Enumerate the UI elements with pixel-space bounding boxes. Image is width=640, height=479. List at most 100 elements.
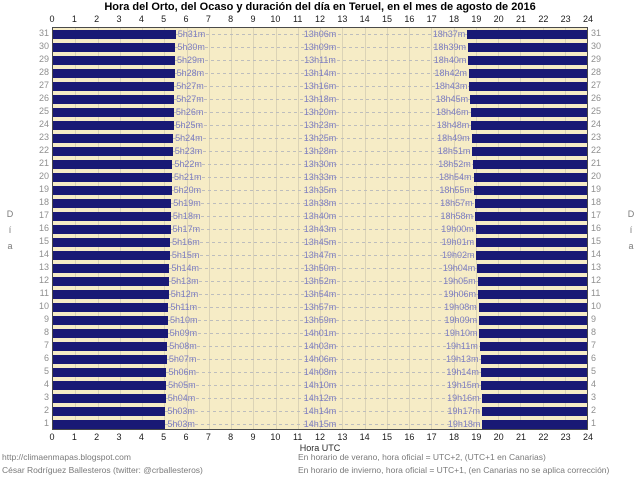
- day-row: 5h13m 13h52m 19h05m: [53, 275, 587, 288]
- day-number: 24: [38, 119, 49, 129]
- day-number: 8: [591, 327, 597, 337]
- sunrise-time-label: 5h10m: [169, 315, 198, 325]
- x-tick-label: 6: [183, 14, 189, 24]
- daylight-dashed-line: [170, 216, 475, 217]
- night-bar-evening: [482, 420, 587, 429]
- sunrise-time-label: 5h15m: [171, 250, 200, 260]
- day-number: 23: [38, 132, 49, 142]
- night-bar-evening: [471, 121, 587, 130]
- footer-author: César Rodríguez Ballesteros (twitter: @c…: [2, 465, 203, 475]
- day-number: 26: [38, 93, 49, 103]
- x-tick-label: 12: [314, 14, 326, 24]
- footer-summer-note: En horario de verano, hora oficial = UTC…: [298, 452, 546, 462]
- night-bar-evening: [479, 329, 587, 338]
- day-row: 5h07m 14h06m 19h13m: [53, 353, 587, 366]
- day-number: 31: [591, 28, 602, 38]
- day-number: 19: [591, 184, 602, 194]
- sunset-time-label: 18h40m: [433, 55, 467, 65]
- x-tick-label: 6: [183, 432, 189, 442]
- x-tick-label: 3: [116, 14, 122, 24]
- day-number: 7: [591, 340, 597, 350]
- x-tick-label: 8: [228, 14, 234, 24]
- night-bar-evening: [472, 160, 587, 169]
- day-row: 5h22m 13h30m 18h52m: [53, 158, 587, 171]
- day-number: 22: [591, 145, 602, 155]
- day-duration-label: 13h30m: [303, 159, 337, 169]
- day-number: 17: [38, 210, 49, 220]
- sunrise-time-label: 5h17m: [172, 224, 201, 234]
- night-bar-evening: [472, 147, 587, 156]
- x-tick-label: 11: [292, 432, 303, 442]
- day-number: 26: [591, 93, 602, 103]
- night-bar-evening: [477, 277, 587, 286]
- sunset-time-label: 18h48m: [436, 120, 470, 130]
- x-tick-label: 4: [138, 14, 144, 24]
- sunset-time-label: 19h13m: [446, 354, 479, 364]
- day-row: 5h15m 13h47m 19h02m: [53, 249, 587, 262]
- sunrise-time-label: 5h07m: [168, 354, 197, 364]
- day-row: 5h03m 14h14m 19h17m: [53, 405, 587, 418]
- day-number: 24: [591, 119, 602, 129]
- day-row: 5h06m 14h08m 19h14m: [53, 366, 587, 379]
- sunrise-time-label: 5h20m: [173, 185, 202, 195]
- day-duration-label: 13h54m: [303, 289, 337, 299]
- day-number: 14: [591, 249, 602, 259]
- x-tick-label: 10: [270, 432, 281, 442]
- day-number: 27: [38, 80, 49, 90]
- day-numbers-left: 31 30 29 28 27 26 25 24 23 22 21 20 19 18 17 16 15 14 13 12…: [30, 27, 49, 430]
- night-bar-morning: [53, 290, 169, 299]
- daylight-dashed-line: [165, 424, 483, 425]
- sunset-time-label: 19h08m: [444, 302, 477, 312]
- day-duration-label: 13h43m: [303, 224, 337, 234]
- sunset-time-label: 19h10m: [444, 328, 478, 338]
- daylight-dashed-line: [173, 125, 472, 126]
- sunrise-time-label: 5h11m: [170, 302, 198, 312]
- footer-winter-note: En horario de invierno, hora oficial = U…: [298, 465, 610, 475]
- night-bar-evening: [476, 238, 587, 247]
- night-bar-morning: [53, 368, 167, 377]
- x-tick-label: 20: [493, 432, 504, 442]
- sunrise-time-label: 5h19m: [173, 198, 201, 208]
- day-duration-label: 13h35m: [303, 185, 337, 195]
- x-tick-label: 15: [381, 14, 393, 24]
- x-tick-label: 2: [94, 432, 100, 442]
- daylight-dashed-line: [175, 34, 468, 35]
- daylight-dashed-line: [173, 112, 471, 113]
- sunset-time-label: 18h51m: [437, 146, 471, 156]
- sunset-time-label: 18h43m: [434, 81, 468, 91]
- y-axis-label-char: a: [628, 241, 634, 251]
- day-number: 11: [39, 288, 49, 298]
- x-tick-label: 23: [560, 14, 571, 24]
- sunrise-time-label: 5h16m: [172, 237, 200, 247]
- sunset-time-label: 18h49m: [437, 133, 470, 143]
- day-number: 7: [43, 340, 49, 350]
- day-duration-label: 14h01m: [303, 328, 337, 338]
- x-tick-label: 1: [71, 14, 77, 24]
- x-tick-label: 0: [49, 432, 55, 442]
- sunrise-time-label: 5h27m: [176, 81, 204, 91]
- day-duration-label: 13h06m: [303, 29, 337, 39]
- sunrise-time-label: 5h14m: [171, 263, 199, 273]
- daylight-dashed-line: [171, 190, 474, 191]
- sunset-time-label: 19h02m: [441, 250, 475, 260]
- day-number: 13: [38, 262, 49, 272]
- day-number: 31: [38, 28, 49, 38]
- day-number: 12: [38, 275, 49, 285]
- day-number: 23: [591, 132, 602, 142]
- chart-title: Hora del Orto, del Ocaso y duración del …: [104, 1, 536, 13]
- x-tick-label: 15: [381, 432, 393, 442]
- hour-gridline: [386, 28, 388, 429]
- footer-url: http://climaenmapas.blogspot.com: [2, 452, 131, 462]
- sunset-time-label: 18h54m: [438, 172, 472, 182]
- day-row: 5h23m 13h28m 18h51m: [53, 145, 587, 158]
- sunset-time-label: 18h57m: [440, 198, 473, 208]
- daylight-dashed-line: [169, 268, 478, 269]
- day-row: 5h10m 13h59m 19h09m: [53, 314, 587, 327]
- night-bar-evening: [470, 108, 587, 117]
- night-bar-evening: [477, 264, 587, 273]
- x-tick-label: 10: [270, 14, 281, 24]
- x-tick-label: 23: [560, 432, 571, 442]
- night-bar-evening: [479, 316, 587, 325]
- day-number: 6: [43, 353, 49, 363]
- night-bar-evening: [479, 342, 587, 351]
